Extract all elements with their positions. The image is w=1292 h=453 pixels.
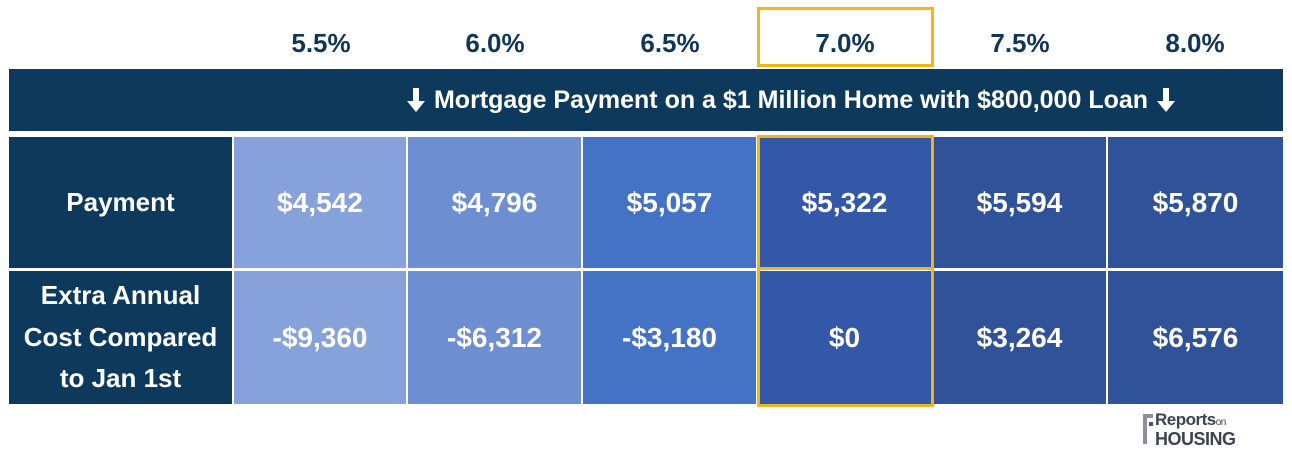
table-cell: $5,594 — [933, 137, 1106, 268]
arrow-down-icon — [406, 88, 425, 112]
logo-line1: Reportson — [1155, 410, 1226, 429]
table-banner: Mortgage Payment on a $1 Million Home wi… — [9, 69, 1283, 131]
banner-title: Mortgage Payment on a $1 Million Home wi… — [433, 85, 1149, 114]
table-cell: -$3,180 — [583, 271, 756, 404]
reports-on-housing-logo: Reportson HOUSING — [1141, 410, 1261, 452]
rate-header: 5.5% — [291, 27, 351, 58]
arrow-down-icon — [1157, 88, 1176, 112]
logo-line2: HOUSING — [1155, 429, 1236, 449]
table-cell: -$9,360 — [234, 271, 406, 404]
row-label-line: Cost Compared — [23, 321, 218, 352]
table-cell: $5,870 — [1108, 137, 1283, 268]
table-cell: -$6,312 — [408, 271, 581, 404]
row-label-line: to Jan 1st — [59, 363, 182, 394]
table-cell: $3,264 — [933, 271, 1106, 404]
table-cell: $0 — [758, 271, 931, 404]
rate-header: 6.0% — [465, 27, 525, 58]
table-cell: $4,542 — [234, 137, 406, 268]
table-cell: $5,322 — [758, 137, 931, 268]
logo-mark-icon — [1143, 414, 1153, 444]
rate-header: 8.0% — [1165, 27, 1225, 58]
table-cell: $5,057 — [583, 137, 756, 268]
row-label-extra-cost: Extra Annual Cost Compared to Jan 1st — [9, 271, 232, 404]
row-label-payment: Payment — [9, 137, 232, 268]
table-cell: $6,576 — [1108, 271, 1283, 404]
rate-header: 7.5% — [990, 27, 1050, 58]
row-label-line: Extra Annual — [40, 280, 201, 311]
table-cell: $4,796 — [408, 137, 581, 268]
rate-header: 7.0% — [815, 27, 875, 58]
rate-header: 6.5% — [640, 27, 700, 58]
